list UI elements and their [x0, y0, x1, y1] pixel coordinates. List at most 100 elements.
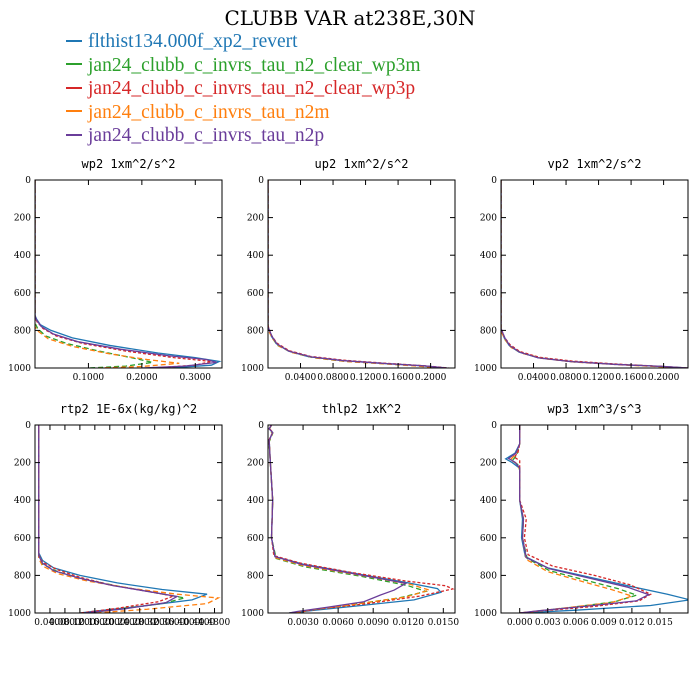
y-tick-label: 1000 [241, 364, 264, 374]
y-tick-label: 800 [247, 326, 264, 336]
series-line-5 [268, 425, 408, 613]
x-tick-label: 0.2000 [415, 373, 447, 383]
x-tick-label: 0.2000 [94, 618, 126, 628]
y-tick-label: 200 [480, 459, 497, 469]
series-line-2 [501, 180, 687, 368]
panel-title: wp3 1xm^3/s^3 [548, 402, 642, 416]
y-tick-label: 400 [14, 251, 31, 261]
y-tick-label: 0 [491, 421, 497, 431]
y-tick-label: 0 [491, 176, 497, 186]
y-tick-label: 0 [258, 176, 264, 186]
series-line-4 [35, 180, 180, 368]
x-tick-label: 0.1200 [350, 373, 382, 383]
x-tick-label: 0.0400 [34, 618, 66, 628]
y-tick-label: 200 [247, 214, 264, 224]
y-tick-label: 600 [247, 289, 264, 299]
series-line-1 [268, 180, 447, 368]
y-tick-label: 400 [14, 496, 31, 506]
x-tick-label: 0.1600 [79, 618, 111, 628]
panel-frame [267, 424, 456, 614]
series-line-1 [501, 180, 688, 368]
x-tick-label: 0.3000 [180, 373, 212, 383]
y-tick-label: 200 [480, 214, 497, 224]
series-line-4 [501, 180, 684, 368]
series-line-3 [268, 425, 455, 613]
x-tick-label: 0.009 [591, 618, 617, 628]
legend-swatch [66, 39, 82, 42]
legend-item: flthist134.000f_xp2_revert [66, 30, 421, 54]
y-tick-label: 0 [25, 421, 31, 431]
y-tick-label: 800 [14, 571, 31, 581]
legend-item: jan24_clubb_c_invrs_tau_n2_clear_wp3p [66, 77, 421, 101]
panel-4: rtp2 1E-6x(kg/kg)^2 0 200 400 600 800 10000.04… [8, 402, 230, 628]
x-tick-label: 0.0800 [317, 373, 349, 383]
series-line-4 [268, 180, 439, 368]
y-tick-label: 1000 [241, 609, 264, 619]
legend-swatch [66, 133, 82, 136]
panel-frame [34, 424, 223, 614]
x-tick-label: 0.4400 [184, 618, 216, 628]
legend-swatch [66, 63, 82, 66]
series-line-5 [268, 180, 447, 368]
panel-title: thlp2 1xK^2 [322, 402, 401, 416]
legend-label: jan24_clubb_c_invrs_tau_n2_clear_wp3p [88, 78, 416, 99]
x-tick-label: 0.0060 [322, 618, 354, 628]
y-tick-label: 0 [258, 421, 264, 431]
legend-label: jan24_clubb_c_invrs_tau_n2m [88, 101, 330, 123]
series-line-5 [38, 425, 180, 613]
y-tick-label: 200 [14, 459, 31, 469]
y-tick-label: 800 [14, 326, 31, 336]
series-line-1 [38, 425, 208, 613]
y-tick-label: 400 [247, 251, 264, 261]
series-line-1 [268, 425, 443, 613]
x-tick-label: 0.0400 [285, 373, 317, 383]
x-tick-label: 0.0150 [428, 618, 460, 628]
x-tick-label: 0.1000 [73, 373, 105, 383]
y-tick-label: 800 [480, 326, 497, 336]
panel-title: vp2 1xm^2/s^2 [548, 157, 642, 171]
series-line-2 [268, 180, 443, 368]
x-tick-label: 0.0120 [393, 618, 425, 628]
series-line-3 [35, 180, 212, 368]
legend: flthist134.000f_xp2_revert jan24_clubb_c_… [66, 30, 421, 148]
x-tick-label: 0.0400 [518, 373, 550, 383]
y-tick-label: 600 [247, 534, 264, 544]
x-tick-label: 0.4000 [169, 618, 201, 628]
y-tick-label: 600 [480, 534, 497, 544]
y-tick-label: 200 [247, 459, 264, 469]
series-line-5 [35, 180, 217, 368]
y-tick-label: 0 [25, 176, 31, 186]
series-line-5 [507, 425, 651, 613]
panel-frame [500, 179, 689, 369]
y-tick-label: 800 [247, 571, 264, 581]
chart-title: CLUBB VAR at238E,30N [224, 6, 476, 30]
panel-frame [500, 424, 689, 614]
x-tick-label: 0.2000 [648, 373, 680, 383]
panel-5: thlp2 1xK^2 0 200 400 600 800 1000 0.0030 0.0060… [241, 402, 459, 628]
series-line-3 [501, 180, 688, 368]
legend-item: jan24_clubb_c_invrs_tau_n2m [66, 101, 421, 125]
x-tick-label: 0.3600 [154, 618, 186, 628]
legend-swatch [66, 110, 82, 113]
x-tick-label: 0.1200 [583, 373, 615, 383]
x-tick-label: 0.1600 [382, 373, 414, 383]
y-tick-label: 600 [480, 289, 497, 299]
x-tick-label: 0.003 [535, 618, 561, 628]
x-tick-label: 0.4800 [199, 618, 231, 628]
panel-title: rtp2 1E-6x(kg/kg)^2 [60, 402, 197, 416]
legend-swatch [66, 86, 82, 89]
x-tick-label: 0.0800 [49, 618, 81, 628]
series-line-5 [501, 180, 688, 368]
y-tick-label: 1000 [474, 609, 497, 619]
x-tick-label: 0.0090 [357, 618, 389, 628]
x-tick-label: 0.2400 [109, 618, 141, 628]
legend-label: jan24_clubb_c_invrs_tau_n2_clear_wp3m [88, 54, 421, 76]
series-line-1 [35, 180, 222, 368]
x-tick-label: 0.000 [507, 618, 533, 628]
y-tick-label: 600 [14, 289, 31, 299]
panel-1: wp2 1xm^2/s^2 0 200 400 600 800 1000 0.1000 0.20… [8, 157, 223, 383]
y-tick-label: 600 [14, 534, 31, 544]
panel-frame [34, 179, 223, 369]
y-tick-label: 1000 [474, 364, 497, 374]
